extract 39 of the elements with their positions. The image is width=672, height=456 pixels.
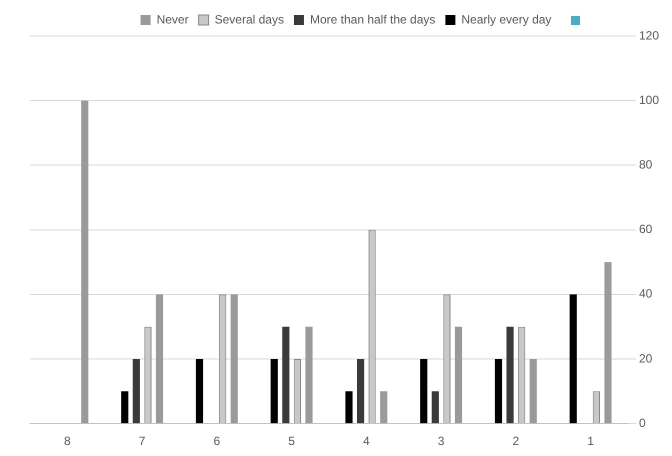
legend-label: Several days [214,12,284,26]
x-tick-label: 2 [512,434,520,448]
bar [282,326,290,424]
x-tick-label: 8 [64,434,72,448]
bar [156,294,164,424]
bar [196,359,204,424]
bar [270,359,278,424]
bar [432,391,439,424]
y-tick-label: 80 [638,158,653,172]
bar [420,359,428,424]
bar [305,326,313,424]
bar [570,294,577,424]
x-tick-label: 3 [438,434,445,448]
y-tick-label: 120 [638,28,660,42]
bar [230,294,238,424]
legend-label: Never [156,12,189,26]
x-tick-label: 1 [587,434,594,448]
y-tick-label: 40 [638,286,653,301]
y-tick-label: 100 [638,92,660,107]
y-tick-label: 20 [638,351,653,366]
bar [345,391,353,424]
bar [530,359,537,424]
bar [380,391,388,424]
bar [506,326,514,424]
x-tick-label: 7 [138,434,146,448]
legend-label: Nearly every day [461,12,552,26]
bar [494,359,502,424]
x-tick-label: 6 [214,434,221,448]
x-tick-label: 5 [288,434,296,448]
bar [81,100,88,424]
y-tick-label: 60 [638,222,653,236]
bar [454,326,462,424]
x-tick-label: 4 [363,434,370,448]
legend-label: More than half the days [310,12,436,26]
bar [356,359,364,424]
bar [604,262,612,424]
bar [121,391,128,424]
y-tick-label: 0 [638,416,646,430]
bar [132,359,140,424]
